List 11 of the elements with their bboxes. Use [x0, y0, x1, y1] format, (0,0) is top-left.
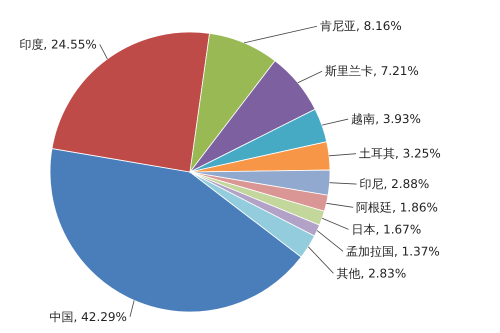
slice-label: 越南, 3.93% [351, 112, 421, 126]
slice-label: 孟加拉国, 1.37% [346, 244, 440, 258]
slice-label: 阿根廷, 1.86% [356, 200, 438, 214]
slice-label: 印度, 24.55% [19, 37, 97, 52]
slice-label: 其他, 2.83% [336, 266, 406, 280]
slice-label: 斯里兰卡, 7.21% [325, 64, 419, 78]
slice-label: 肯尼亚, 8.16% [320, 19, 402, 34]
slice-label: 中国, 42.29% [50, 310, 127, 324]
slice-label: 土耳其, 3.25% [358, 146, 441, 161]
slice-label: 日本, 1.67% [351, 222, 422, 236]
slice-label: 印尼, 2.88% [360, 177, 430, 192]
